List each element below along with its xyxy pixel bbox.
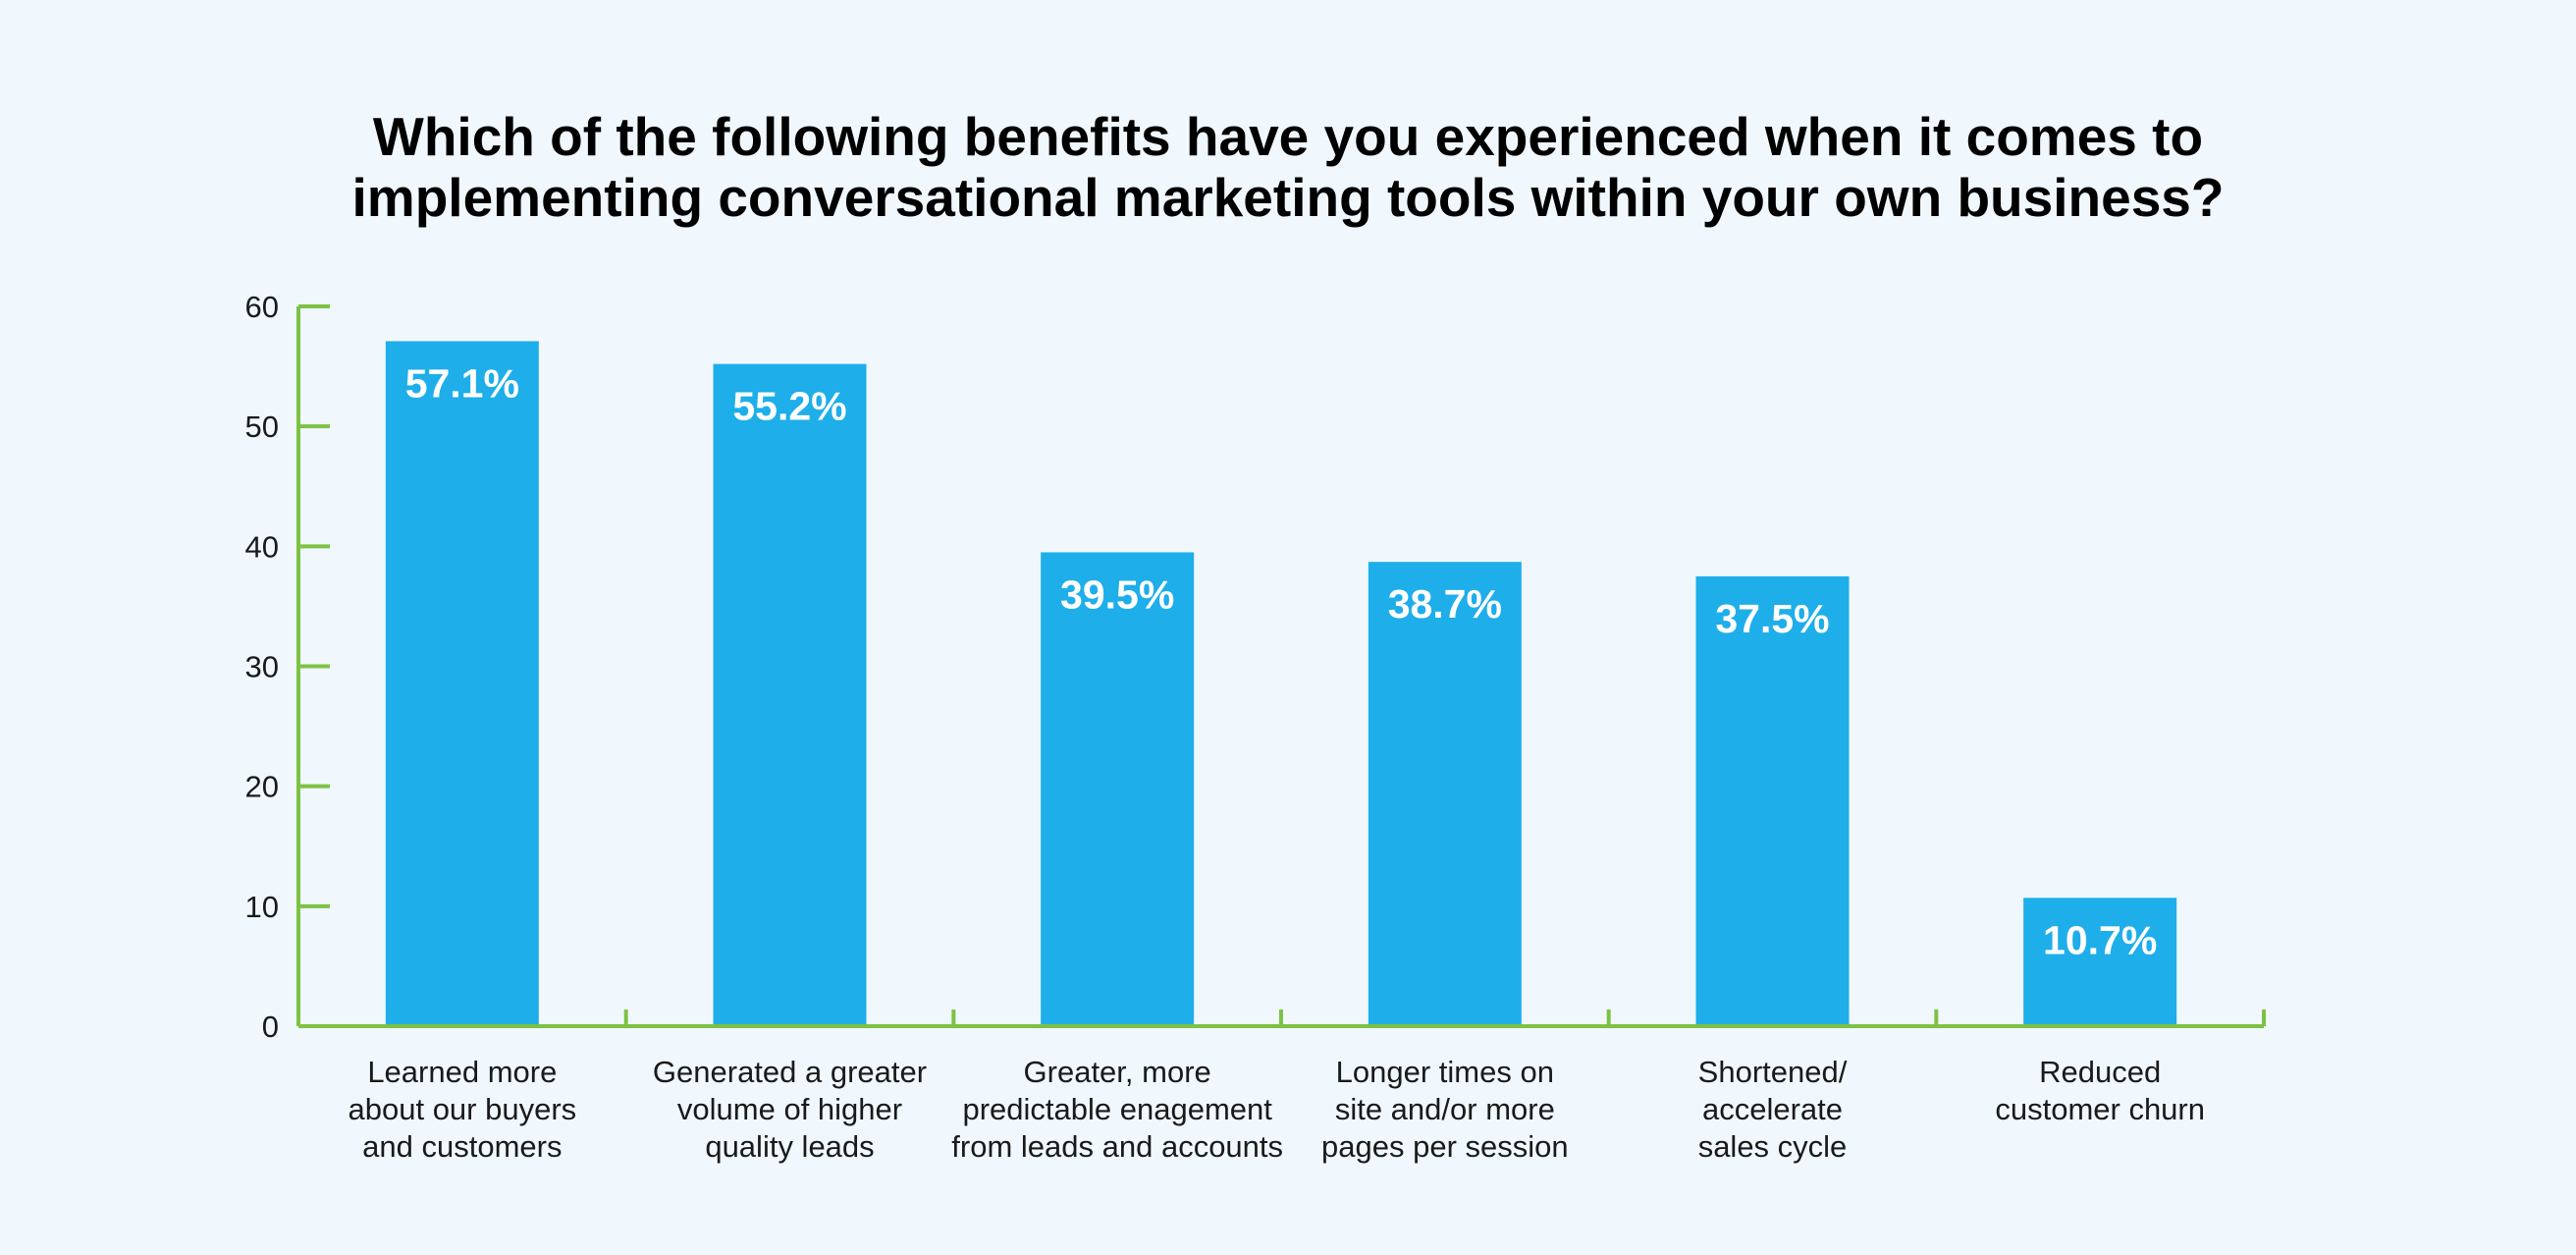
bar-value-label: 57.1% bbox=[405, 360, 519, 406]
y-tick-label: 50 bbox=[245, 409, 279, 444]
y-tick-label: 60 bbox=[245, 290, 279, 324]
category-label-line: quality leads bbox=[705, 1129, 874, 1164]
bar bbox=[1695, 575, 1850, 1024]
y-tick-label: 40 bbox=[245, 529, 279, 564]
bar bbox=[1368, 562, 1522, 1024]
y-tick-label: 30 bbox=[245, 650, 279, 684]
chart-title-line-2: implementing conversational marketing to… bbox=[351, 167, 2225, 228]
bar-value-label: 10.7% bbox=[2043, 917, 2157, 962]
category-label-line: customer churn bbox=[1995, 1092, 2205, 1126]
bar bbox=[713, 363, 867, 1024]
category-label-line: predictable enagement bbox=[962, 1092, 1272, 1126]
category-label: Generated a greater volume of higher quali… bbox=[653, 1055, 927, 1164]
bar-value-label: 38.7% bbox=[1388, 581, 1502, 627]
category-label-line: site and/or more bbox=[1335, 1092, 1555, 1126]
bar-value-labels: 57.1% 55.2% 39.5% 38.7% 37.5% 10.7% bbox=[405, 360, 2158, 962]
y-tick-label: 0 bbox=[262, 1009, 279, 1044]
category-labels: Learned more about our buyers and customer… bbox=[349, 1055, 2205, 1164]
category-label-line: Shortened/ bbox=[1698, 1055, 1848, 1089]
y-axis: 0 10 20 30 40 50 60 bbox=[245, 290, 330, 1044]
category-label: Longer times on site and/or more pages per… bbox=[1321, 1055, 1569, 1164]
category-label: Reduced customer churn bbox=[1995, 1055, 2205, 1126]
category-label-line: about our buyers bbox=[349, 1092, 577, 1126]
x-axis bbox=[298, 1009, 2266, 1028]
category-label-line: Generated a greater bbox=[653, 1055, 927, 1089]
chart-title: Which of the following benefits have you… bbox=[0, 106, 2576, 228]
category-label-line: from leads and accounts bbox=[951, 1129, 1283, 1164]
category-label-line: sales cycle bbox=[1698, 1129, 1848, 1164]
category-label-line: pages per session bbox=[1321, 1129, 1569, 1164]
bar bbox=[385, 341, 539, 1024]
category-label: Learned more about our buyers and customer… bbox=[349, 1055, 577, 1164]
bar-value-label: 55.2% bbox=[732, 384, 846, 429]
category-label-line: accelerate bbox=[1702, 1092, 1843, 1126]
bar bbox=[2023, 898, 2177, 1024]
category-label: Greater, more predictable enagement from l… bbox=[951, 1055, 1283, 1164]
bar-value-label: 37.5% bbox=[1715, 596, 1829, 641]
y-tick-label: 20 bbox=[245, 770, 279, 804]
category-label-line: Learned more bbox=[367, 1055, 557, 1089]
category-label-line: Greater, more bbox=[1024, 1055, 1211, 1089]
category-label-line: Longer times on bbox=[1336, 1055, 1554, 1089]
chart-title-line-1: Which of the following benefits have you… bbox=[372, 106, 2204, 167]
category-label-line: volume of higher bbox=[677, 1092, 902, 1126]
category-label-line: and customers bbox=[362, 1129, 562, 1164]
bars bbox=[385, 341, 2177, 1024]
category-label: Shortened/accelerate sales cycle bbox=[1698, 1055, 1848, 1164]
bar-value-label: 39.5% bbox=[1060, 572, 1174, 617]
category-label-line: Reduced bbox=[2039, 1055, 2161, 1089]
y-tick-label: 10 bbox=[245, 890, 279, 924]
bar bbox=[1041, 552, 1195, 1024]
